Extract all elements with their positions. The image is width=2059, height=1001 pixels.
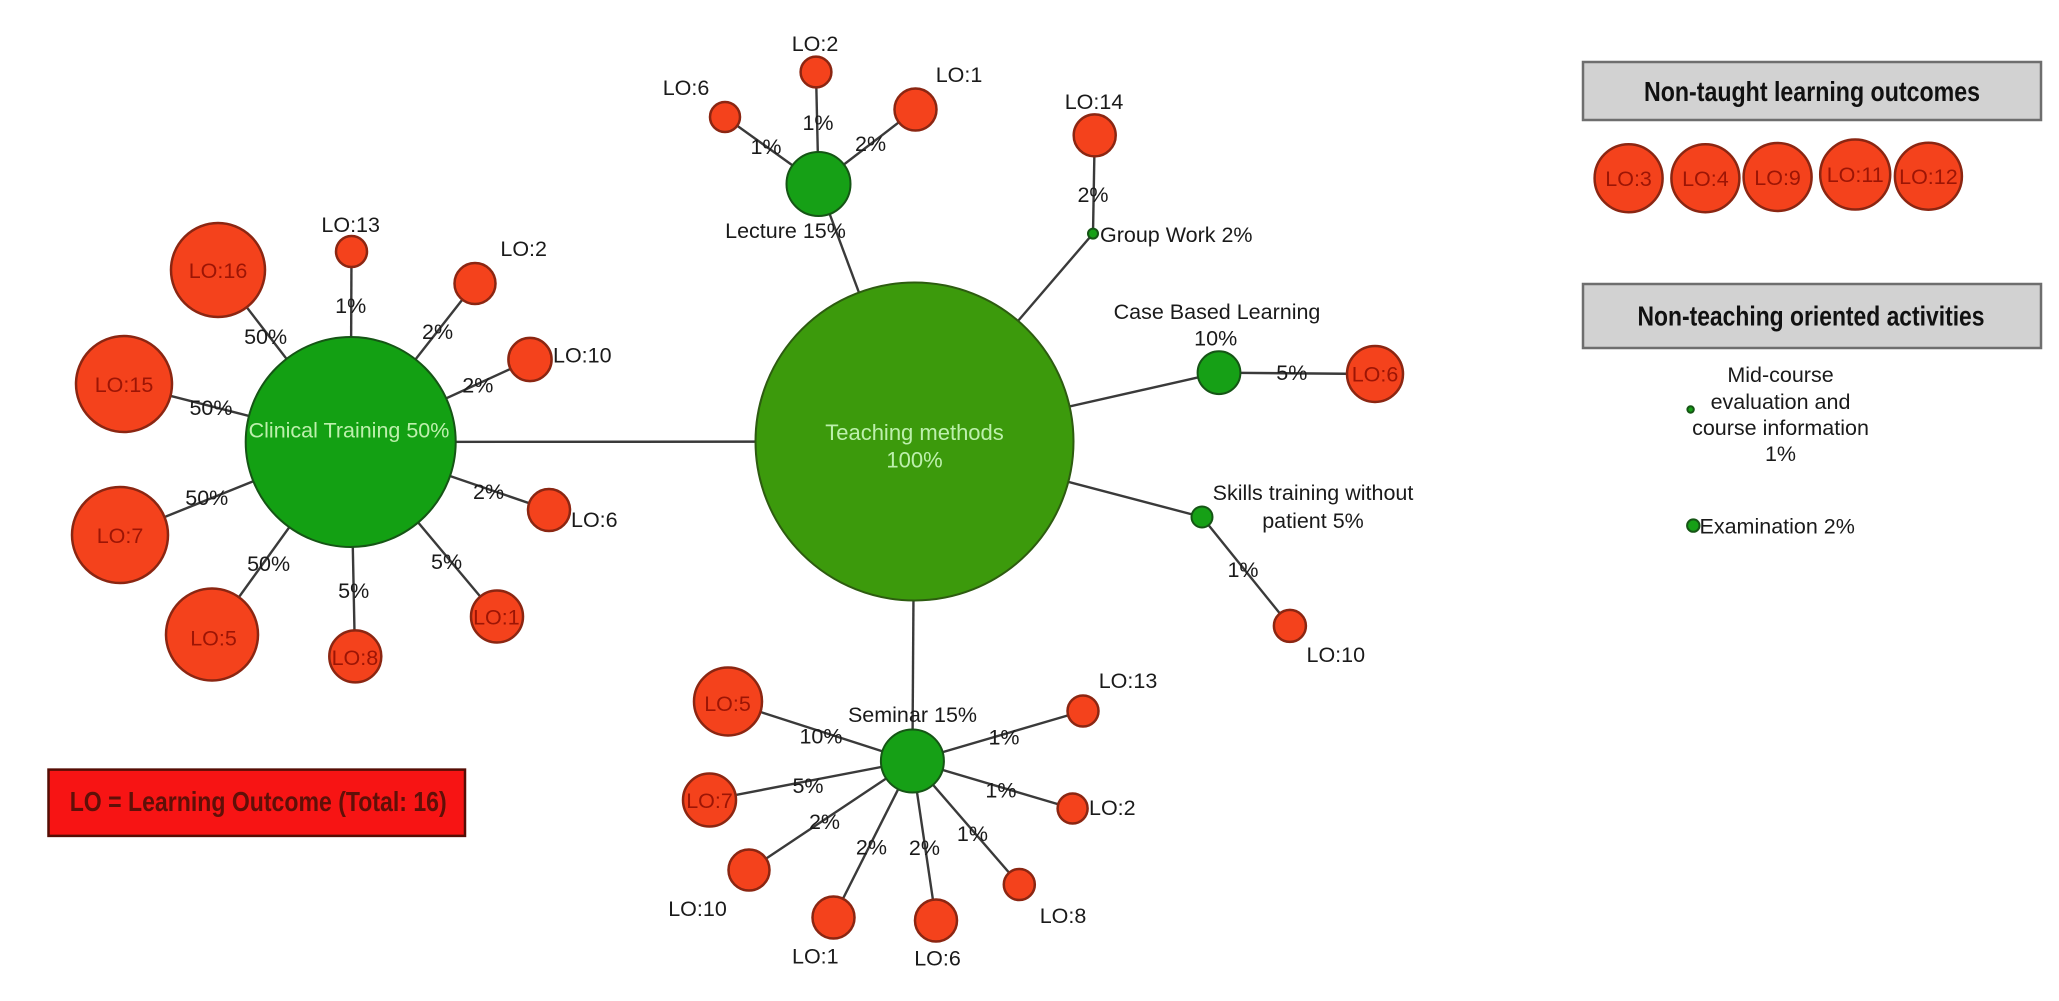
svg-text:Case Based Learning: Case Based Learning [1114,300,1321,324]
svg-text:Teaching methods: Teaching methods [825,420,1004,445]
svg-text:LO:15: LO:15 [95,373,154,397]
svg-text:1%: 1% [1765,442,1796,466]
svg-text:2%: 2% [856,836,887,860]
svg-text:LO:2: LO:2 [1089,796,1136,820]
svg-text:LO = Learning Outcome (Total:: LO = Learning Outcome (Total: 16) [70,786,447,817]
svg-text:10%: 10% [799,725,842,749]
svg-text:LO:7: LO:7 [686,789,733,813]
svg-text:LO:5: LO:5 [704,692,751,716]
svg-text:50%: 50% [189,396,232,420]
svg-text:Seminar 15%: Seminar 15% [848,703,977,727]
svg-text:1%: 1% [988,726,1019,750]
svg-text:100%: 100% [886,448,942,473]
svg-text:LO:2: LO:2 [792,32,839,56]
svg-text:Mid-course: Mid-course [1727,363,1833,387]
svg-text:50%: 50% [247,552,290,576]
svg-text:LO:14: LO:14 [1065,90,1124,114]
svg-text:Examination 2%: Examination 2% [1700,515,1855,539]
svg-text:5%: 5% [338,579,369,603]
svg-text:5%: 5% [792,774,823,798]
svg-text:1%: 1% [750,135,781,159]
svg-text:2%: 2% [462,374,493,398]
svg-text:Lecture 15%: Lecture 15% [725,219,846,243]
svg-text:LO:10: LO:10 [553,344,612,368]
svg-text:LO:6: LO:6 [1352,363,1399,387]
svg-text:LO:8: LO:8 [1040,904,1087,928]
svg-text:Clinical Training 50%: Clinical Training 50% [249,419,450,443]
svg-text:5%: 5% [431,550,462,574]
svg-text:2%: 2% [809,810,840,834]
svg-text:LO:3: LO:3 [1605,167,1652,191]
svg-text:LO:16: LO:16 [189,259,248,283]
svg-text:LO:4: LO:4 [1682,167,1729,191]
svg-text:2%: 2% [855,132,886,156]
svg-text:1%: 1% [335,294,366,318]
svg-text:1%: 1% [985,779,1016,803]
svg-text:2%: 2% [1077,183,1108,207]
svg-text:Non-teaching oriented activiti: Non-teaching oriented activities [1638,301,1985,332]
svg-text:1%: 1% [802,111,833,135]
svg-text:LO:10: LO:10 [668,897,727,921]
svg-text:LO:6: LO:6 [663,76,710,100]
svg-text:Group Work 2%: Group Work 2% [1100,223,1253,247]
svg-text:LO:6: LO:6 [571,508,618,532]
svg-text:Skills training without: Skills training without [1213,481,1414,505]
svg-text:course information: course information [1692,416,1869,440]
svg-text:patient 5%: patient 5% [1262,509,1364,533]
svg-text:LO:6: LO:6 [914,947,961,971]
svg-text:2%: 2% [909,836,940,860]
svg-text:LO:13: LO:13 [321,213,380,237]
svg-text:LO:12: LO:12 [1899,165,1958,189]
svg-text:Non-taught learning outcomes: Non-taught learning outcomes [1644,76,1980,107]
svg-text:LO:9: LO:9 [1754,166,1801,190]
svg-text:1%: 1% [957,822,988,846]
svg-text:LO:8: LO:8 [332,646,379,670]
svg-text:LO:2: LO:2 [500,237,547,261]
svg-text:LO:1: LO:1 [792,945,839,969]
svg-text:2%: 2% [422,320,453,344]
svg-text:LO:10: LO:10 [1307,643,1366,667]
svg-text:2%: 2% [473,480,504,504]
svg-text:LO:1: LO:1 [936,63,983,87]
svg-text:LO:5: LO:5 [190,627,237,651]
svg-text:LO:13: LO:13 [1099,669,1158,693]
svg-text:5%: 5% [1276,361,1307,385]
svg-text:LO:1: LO:1 [473,606,520,630]
svg-text:10%: 10% [1194,327,1237,351]
svg-text:1%: 1% [1227,558,1258,582]
svg-text:50%: 50% [185,486,228,510]
svg-text:50%: 50% [244,325,287,349]
svg-text:LO:7: LO:7 [97,524,144,548]
svg-text:LO:11: LO:11 [1827,163,1884,187]
svg-text:evaluation and: evaluation and [1711,390,1851,414]
